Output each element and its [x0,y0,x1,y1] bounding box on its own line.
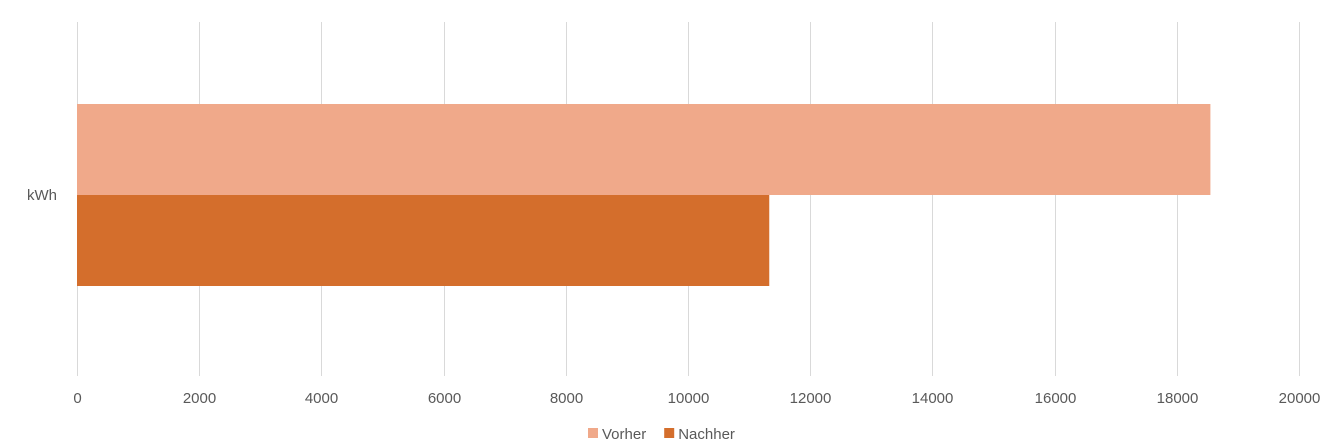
x-tick-label: 18000 [1157,390,1199,407]
x-tick-label: 12000 [790,390,832,407]
legend: Vorher Nachher [588,426,735,443]
x-tick-label: 4000 [305,390,338,407]
x-tick-label: 0 [73,390,81,407]
bar-vorher [77,104,1211,195]
x-tick-label: 16000 [1035,390,1077,407]
x-axis-tick-labels: 0 2000 4000 6000 8000 10000 12000 14000 16000 180… [73,390,1320,407]
category-label: kWh [27,187,57,204]
category-labels: kWh [27,187,57,204]
bars [77,104,1211,286]
legend-label-nachher: Nachher [678,426,735,443]
x-tick-label: 6000 [428,390,461,407]
legend-swatch-vorher [588,428,598,438]
x-tick-label: 20000 [1279,390,1321,407]
legend-label-vorher: Vorher [602,426,646,443]
bar-nachher [77,195,770,286]
x-tick-label: 8000 [550,390,583,407]
x-tick-label: 14000 [912,390,954,407]
legend-swatch-nachher [664,428,675,438]
x-tick-label: 10000 [668,390,710,407]
x-tick-label: 2000 [183,390,216,407]
